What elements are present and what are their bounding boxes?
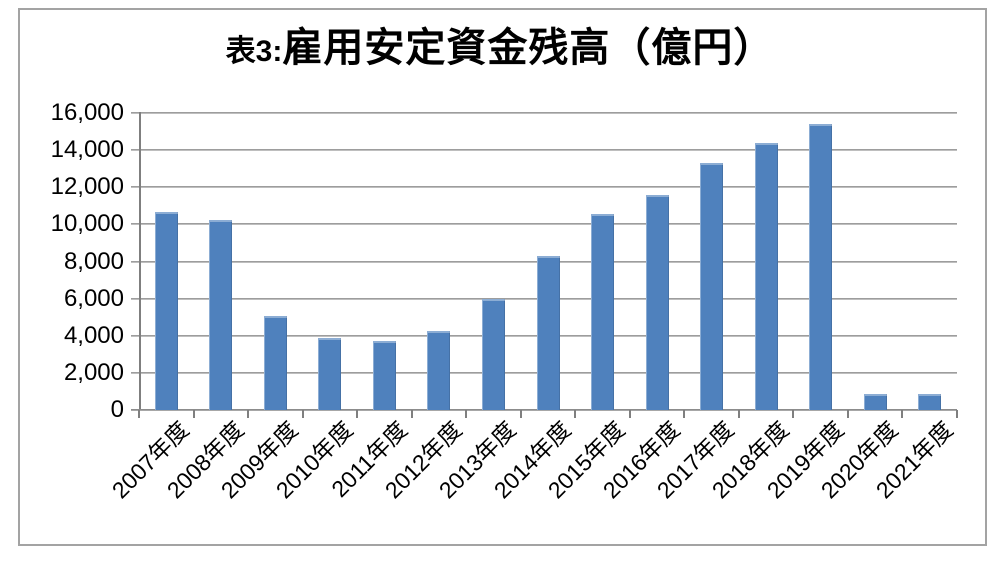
x-labels-area: 2007年度 2008年度 2009年度 2010年度 2011年度 2012年度 2013… — [107, 416, 958, 557]
x-axis-tick — [574, 410, 577, 418]
y-gridline — [131, 186, 957, 189]
chart-title: 表3:雇用安定資金残高（億円） — [0, 22, 1000, 83]
y-tick-label: 16,000 — [50, 99, 124, 126]
x-axis-tick — [628, 410, 631, 418]
x-axis-tick — [846, 410, 849, 418]
y-tick-label: 6,000 — [63, 284, 124, 312]
bar-2010年度 — [318, 338, 341, 410]
y-tick-label: 10,000 — [50, 210, 124, 238]
x-axis-tick — [192, 410, 195, 418]
y-tick-label: 2,000 — [63, 358, 124, 386]
x-axis-tick — [301, 410, 304, 418]
x-axis-tick — [737, 410, 740, 418]
y-tick-label: 0 — [110, 396, 124, 423]
x-axis-tick — [247, 410, 250, 418]
bar-2014年度 — [537, 256, 560, 410]
chart-title-prefix: 表3: — [225, 35, 283, 68]
y-tick-label: 14,000 — [50, 136, 124, 164]
bar-2008年度 — [209, 220, 232, 410]
x-axis-tick — [465, 410, 468, 418]
bar-2011年度 — [373, 341, 396, 410]
bar-2009年度 — [264, 316, 287, 410]
y-gridline — [131, 149, 957, 152]
x-axis-tick — [356, 410, 359, 418]
y-tick-label: 12,000 — [50, 173, 124, 201]
bar-2017年度 — [700, 163, 723, 410]
bar-2021年度 — [918, 394, 941, 410]
x-axis-tick — [683, 410, 686, 418]
x-axis-tick — [792, 410, 795, 418]
x-axis-tick — [901, 410, 904, 418]
bar-2012年度 — [427, 331, 450, 410]
x-axis-tick — [410, 410, 413, 418]
y-tick-label: 4,000 — [63, 321, 124, 349]
x-axis-tick — [138, 410, 140, 418]
y-gridline — [131, 223, 957, 226]
bar-2020年度 — [864, 394, 887, 410]
bar-2018年度 — [755, 143, 778, 410]
bar-2013年度 — [482, 299, 505, 410]
y-axis-line — [139, 112, 141, 411]
x-axis-tick — [956, 410, 958, 418]
y-tick-label: 8,000 — [63, 247, 124, 275]
x-axis-line — [131, 409, 957, 411]
bar-2015年度 — [591, 214, 614, 410]
bar-2007年度 — [155, 212, 178, 410]
bar-2016年度 — [646, 195, 669, 410]
y-gridline — [131, 112, 957, 114]
bar-2019年度 — [809, 124, 832, 410]
chart-title-main: 雇用安定資金残高（億円） — [282, 26, 775, 70]
x-axis-tick — [519, 410, 522, 418]
